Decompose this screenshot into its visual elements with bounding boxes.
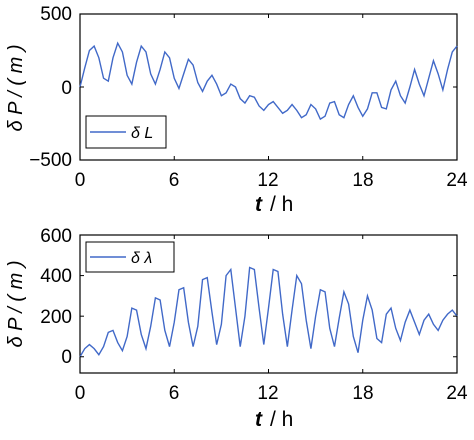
y-tick-label: 0 <box>61 78 72 99</box>
x-axis-label-variable: t <box>255 193 263 216</box>
tick-marks <box>79 234 458 373</box>
x-tick-label: 6 <box>169 170 180 191</box>
x-tick-label: 12 <box>257 383 278 404</box>
chart-panel-delta-lambda: 600 400 200 0 0 6 12 18 24 δ P / ( m ) t… <box>5 226 468 431</box>
x-tick-label: 24 <box>446 170 468 191</box>
x-axis-label-variable: t <box>255 408 263 431</box>
x-tick-label: 0 <box>75 383 86 404</box>
x-tick-label: 0 <box>75 170 86 191</box>
y-tick-label: 600 <box>40 226 72 247</box>
x-tick-label: 12 <box>257 170 278 191</box>
y-tick-label: 0 <box>61 347 72 368</box>
x-tick-label: 6 <box>169 383 180 404</box>
x-axis-label: t / h <box>255 193 293 216</box>
legend-label: δ λ <box>131 250 152 267</box>
x-axis-label: t / h <box>255 408 293 431</box>
y-tick-label: −500 <box>29 150 72 171</box>
legend: δ L <box>85 115 167 149</box>
legend-label: δ L <box>131 125 153 142</box>
chart-panel-delta-l: 500 0 −500 0 6 12 18 24 δ P / ( m ) t / … <box>5 4 468 216</box>
x-axis-label-unit: / h <box>270 408 293 431</box>
y-axis-label: δ P / ( m ) <box>5 260 27 347</box>
y-tick-label: 200 <box>40 307 72 328</box>
x-tick-label: 18 <box>352 170 373 191</box>
x-tick-label: 24 <box>446 383 468 404</box>
x-axis-label-unit: / h <box>270 193 293 216</box>
y-axis-label: δ P / ( m ) <box>5 44 27 131</box>
x-tick-label: 18 <box>352 383 373 404</box>
legend: δ λ <box>85 241 175 273</box>
series-line-delta-lambda <box>79 266 458 358</box>
series-line-delta-l <box>79 41 458 121</box>
y-tick-label: 400 <box>40 266 72 287</box>
tick-marks <box>79 13 458 161</box>
y-tick-label: 500 <box>40 4 72 25</box>
